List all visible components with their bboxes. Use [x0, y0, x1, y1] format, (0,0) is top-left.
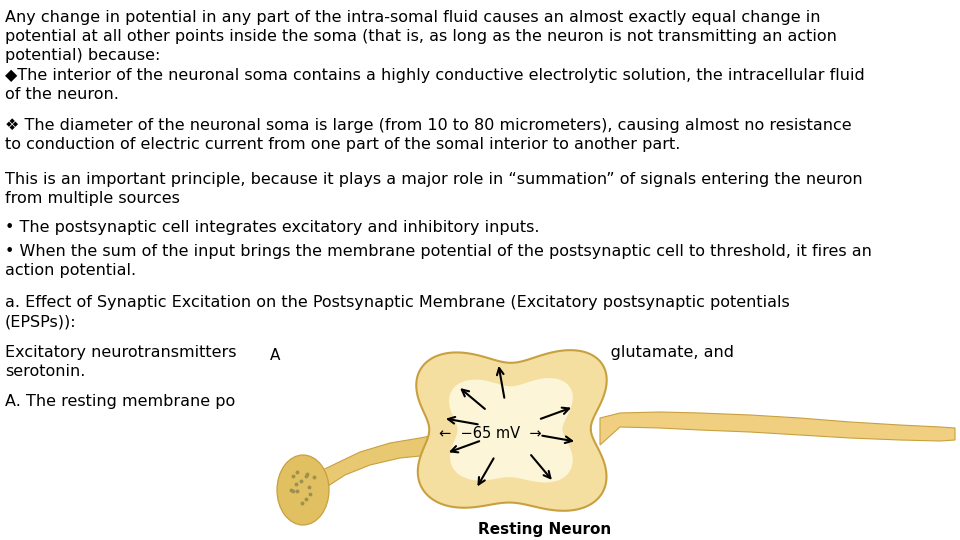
Text: Any change in potential in any part of the intra-somal fluid causes an almost ex: Any change in potential in any part of t… [5, 10, 837, 63]
Text: ←  −65 mV  →: ← −65 mV → [439, 426, 541, 441]
Ellipse shape [277, 455, 329, 525]
Text: A: A [270, 348, 280, 363]
Polygon shape [449, 378, 573, 483]
Text: A. The resting membrane po: A. The resting membrane po [5, 394, 235, 409]
Text: This is an important principle, because it plays a major role in “summation” of : This is an important principle, because … [5, 172, 863, 206]
Polygon shape [600, 412, 955, 445]
Text: Excitatory neurotransmitters                                                    : Excitatory neurotransmitters [5, 345, 734, 379]
Polygon shape [417, 350, 607, 511]
Text: • The postsynaptic cell integrates excitatory and inhibitory inputs.: • The postsynaptic cell integrates excit… [5, 220, 540, 235]
Polygon shape [295, 435, 435, 500]
Text: Resting Neuron: Resting Neuron [478, 522, 612, 537]
Text: • When the sum of the input brings the membrane potential of the postsynaptic ce: • When the sum of the input brings the m… [5, 244, 872, 278]
Text: a. Effect of Synaptic Excitation on the Postsynaptic Membrane (Excitatory postsy: a. Effect of Synaptic Excitation on the … [5, 295, 790, 329]
Text: ❖ The diameter of the neuronal soma is large (from 10 to 80 micrometers), causin: ❖ The diameter of the neuronal soma is l… [5, 118, 852, 152]
Text: ◆The interior of the neuronal soma contains a highly conductive electrolytic sol: ◆The interior of the neuronal soma conta… [5, 68, 865, 102]
